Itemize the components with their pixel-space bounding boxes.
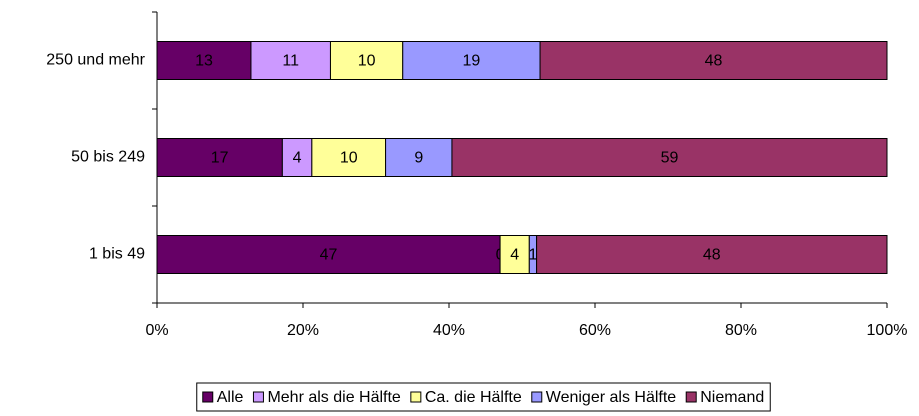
y-tick-label: 50 bis 249 — [71, 149, 145, 166]
bar-segment — [156, 138, 283, 177]
legend-swatch — [410, 391, 422, 403]
bar-segment — [402, 41, 541, 80]
legend-swatch — [202, 391, 214, 403]
bar-segment — [451, 138, 888, 177]
x-tick-label: 100% — [867, 322, 908, 339]
data-label: 48 — [705, 53, 723, 70]
legend-label: Alle — [217, 389, 244, 406]
x-tick-label: 0% — [145, 322, 168, 339]
data-label: 11 — [282, 53, 299, 70]
x-tick-label: 60% — [579, 322, 611, 339]
data-label: 19 — [463, 53, 481, 70]
bar-segment — [281, 138, 313, 177]
legend-swatch — [531, 391, 543, 403]
data-label: 1 — [528, 247, 537, 264]
data-label: 10 — [358, 53, 376, 70]
data-label: 48 — [703, 247, 721, 264]
y-tick-label: 250 und mehr — [46, 52, 145, 69]
legend-box — [196, 382, 771, 412]
x-tick-label: 20% — [287, 322, 319, 339]
bar-segment — [156, 235, 501, 274]
bar-segment — [329, 41, 404, 80]
data-label: 47 — [320, 247, 338, 264]
legend-label: Ca. die Hälfte — [425, 389, 522, 406]
legend-label: Mehr als die Hälfte — [267, 389, 400, 406]
data-label: 10 — [340, 150, 358, 167]
x-tick-label: 40% — [433, 322, 465, 339]
bar-segment — [385, 138, 453, 177]
bar-segment — [250, 41, 331, 80]
data-label: 4 — [510, 247, 519, 264]
data-label: 59 — [661, 150, 679, 167]
data-label: 4 — [293, 150, 302, 167]
x-tick-label: 80% — [725, 322, 757, 339]
bar-segment — [539, 41, 888, 80]
bar-segment — [536, 235, 888, 274]
legend-label: Weniger als Hälfte — [546, 389, 677, 406]
bar-segment — [499, 235, 530, 274]
legend-swatch — [685, 391, 697, 403]
data-label: 17 — [211, 150, 229, 167]
bar-segment — [156, 41, 252, 80]
y-tick-label: 1 bis 49 — [89, 246, 145, 263]
legend-label: Niemand — [700, 389, 764, 406]
legend-swatch — [252, 391, 264, 403]
data-label: 9 — [414, 150, 423, 167]
data-label: 13 — [195, 53, 213, 70]
